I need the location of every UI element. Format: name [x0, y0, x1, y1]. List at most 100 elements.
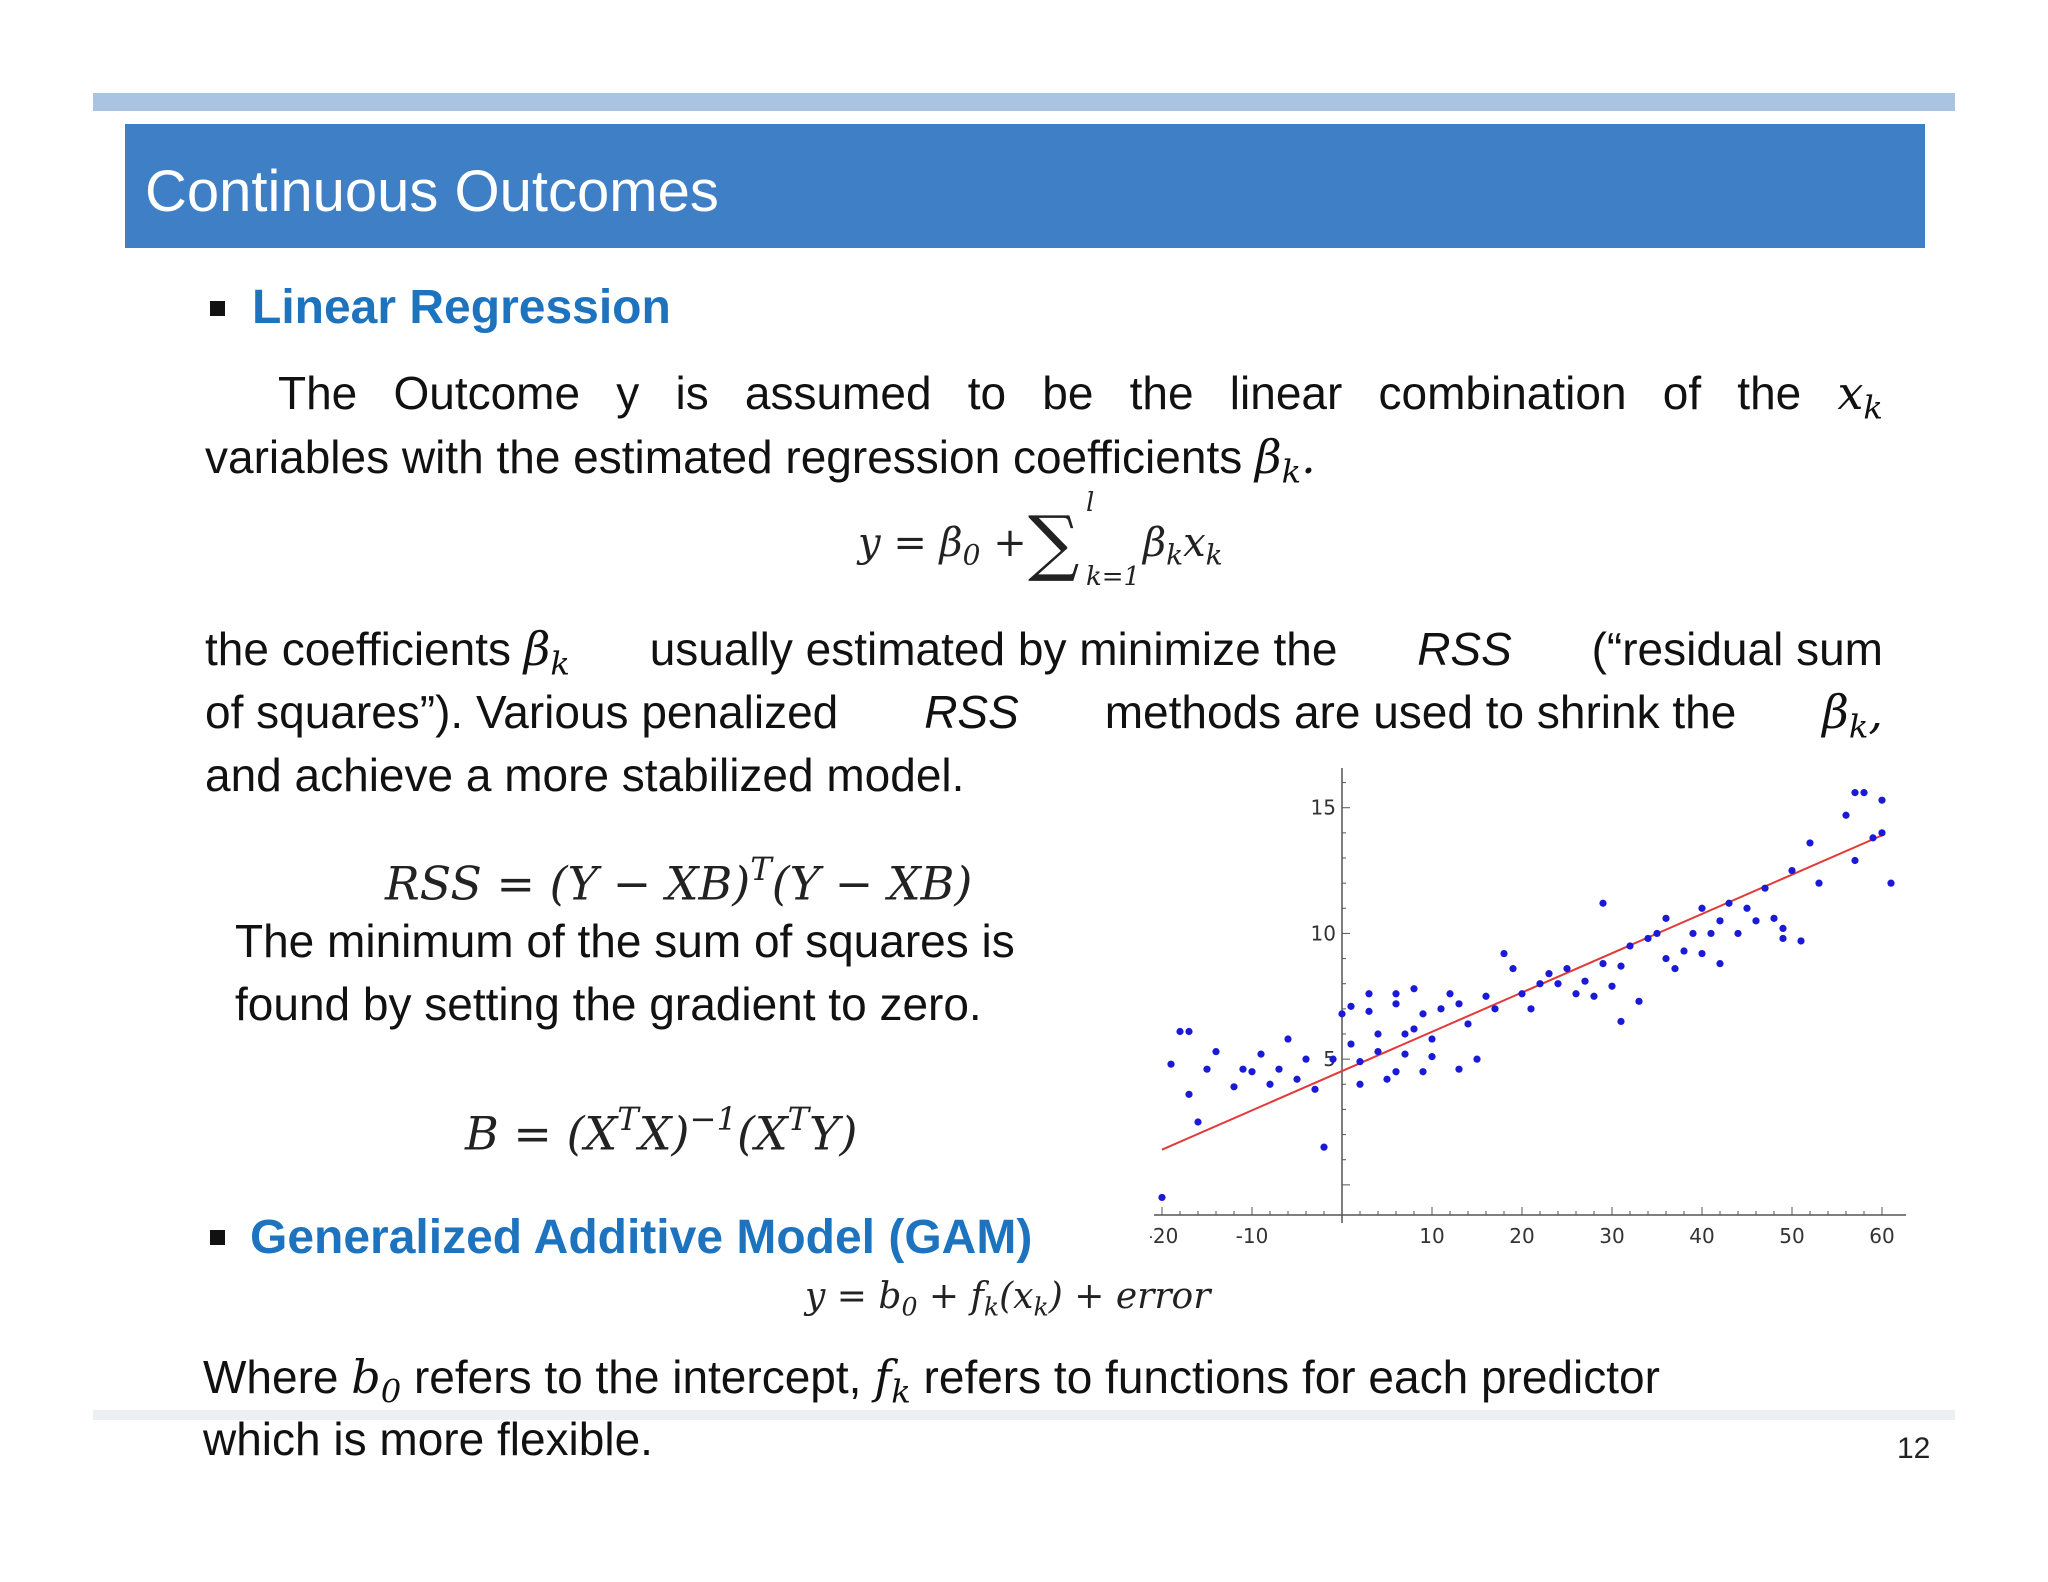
- data-point: [1356, 1058, 1364, 1066]
- header-accent-strip: [93, 93, 1955, 111]
- data-point: [1509, 965, 1517, 973]
- data-point: [1770, 914, 1778, 922]
- data-point: [1410, 1025, 1418, 1033]
- data-point: [1545, 970, 1553, 978]
- data-point: [1644, 934, 1652, 943]
- data-point: [1590, 992, 1598, 1000]
- gam-line2: which is more flexible.: [203, 1413, 653, 1465]
- x-tick-label: 50: [1779, 1224, 1804, 1248]
- data-point: [1761, 884, 1769, 892]
- data-point: [1788, 866, 1796, 875]
- data-point: [1878, 796, 1886, 804]
- data-point: [1725, 899, 1733, 907]
- data-point: [1347, 1040, 1355, 1048]
- data-point: [1194, 1118, 1202, 1126]
- word: to: [967, 367, 1007, 419]
- data-point: [1716, 960, 1724, 968]
- data-point: [1797, 937, 1805, 945]
- data-point: [1455, 1065, 1463, 1073]
- data-point: [1401, 1030, 1409, 1038]
- lr-paragraph-line1: The Outcome y is assumed to be the linea…: [278, 362, 1883, 440]
- data-point: [1617, 962, 1625, 970]
- data-point: [1356, 1080, 1364, 1088]
- data-point: [1500, 949, 1508, 958]
- data-point: [1815, 879, 1823, 887]
- data-point: [1311, 1085, 1319, 1093]
- scatter-chart: -20-1010203040506051015: [1150, 768, 1906, 1248]
- data-point: [1851, 856, 1859, 865]
- data-point: [1320, 1143, 1328, 1151]
- math-beta-k: βk,: [1822, 685, 1883, 746]
- data-point: [1203, 1065, 1211, 1073]
- data-point: [1599, 899, 1607, 907]
- data-point: [1446, 990, 1454, 998]
- data-point: [1419, 1068, 1427, 1076]
- text: the coefficients βk: [205, 622, 570, 683]
- text: refers to the intercept,: [413, 1351, 862, 1403]
- x-tick-label: 60: [1869, 1224, 1894, 1248]
- data-point: [1410, 985, 1418, 993]
- data-point: [1266, 1080, 1274, 1088]
- gam-heading: Generalized Additive Model (GAM): [250, 1211, 1033, 1264]
- data-point: [1158, 1193, 1166, 1202]
- data-point: [1680, 947, 1688, 955]
- data-point: [1392, 1000, 1400, 1008]
- text: Where: [203, 1351, 339, 1403]
- math-fk: fk: [874, 1350, 911, 1411]
- title-bar: Continuous Outcomes: [125, 124, 1925, 248]
- data-point: [1437, 1005, 1445, 1013]
- text: refers to functions for each predictor: [923, 1351, 1660, 1403]
- data-point: [1401, 1050, 1409, 1058]
- data-point: [1698, 904, 1706, 912]
- data-point: [1482, 992, 1490, 1000]
- gam-line1: Where b0 refers to the intercept, fk ref…: [203, 1346, 1660, 1424]
- y-tick-label: 15: [1311, 796, 1336, 820]
- data-point: [1293, 1075, 1301, 1083]
- data-point: [1464, 1020, 1472, 1028]
- x-tick-label: 40: [1689, 1224, 1714, 1248]
- data-point: [1572, 990, 1580, 998]
- x-tick-label: -10: [1236, 1224, 1269, 1248]
- data-point: [1455, 1000, 1463, 1008]
- word: combination: [1378, 367, 1627, 419]
- data-point: [1635, 997, 1643, 1005]
- text: variables with the estimated regression …: [205, 431, 1243, 483]
- data-point: [1338, 1010, 1346, 1018]
- x-tick-label: -20: [1150, 1224, 1178, 1248]
- data-point: [1779, 924, 1787, 932]
- lr-paragraph2-line2: of squares”). Various penalized RSS meth…: [205, 681, 1883, 759]
- data-point: [1734, 929, 1742, 938]
- data-point: [1536, 980, 1544, 988]
- data-point: [1662, 914, 1670, 922]
- data-point: [1599, 960, 1607, 968]
- data-point: [1662, 954, 1670, 963]
- word: y: [616, 367, 640, 419]
- data-point: [1473, 1055, 1481, 1063]
- data-point: [1698, 949, 1706, 958]
- min-text-line2: found by setting the gradient to zero.: [235, 978, 982, 1030]
- data-point: [1185, 1027, 1193, 1036]
- data-point: [1347, 1002, 1355, 1010]
- bullet-icon: [210, 301, 225, 316]
- data-point: [1374, 1048, 1382, 1056]
- data-point: [1806, 839, 1814, 847]
- data-point: [1392, 990, 1400, 998]
- data-point: [1887, 879, 1895, 887]
- data-point: [1689, 929, 1697, 938]
- word: linear: [1229, 367, 1343, 419]
- gam-formula: y = b0 + fk(xk) + error: [805, 1276, 1211, 1322]
- data-point: [1653, 929, 1661, 938]
- data-point: [1671, 965, 1679, 973]
- text: of squares”). Various penalized: [205, 686, 839, 738]
- data-point: [1716, 917, 1724, 925]
- data-point: [1275, 1065, 1283, 1073]
- math-beta-k: βk.: [1255, 430, 1316, 491]
- data-point: [1428, 1053, 1436, 1061]
- linear-regression-heading: Linear Regression: [252, 281, 671, 334]
- data-point: [1257, 1050, 1265, 1058]
- data-point: [1518, 990, 1526, 998]
- word: assumed: [744, 367, 932, 419]
- data-point: [1860, 789, 1868, 797]
- data-point: [1284, 1035, 1292, 1043]
- page-number: 12: [1897, 1432, 1931, 1465]
